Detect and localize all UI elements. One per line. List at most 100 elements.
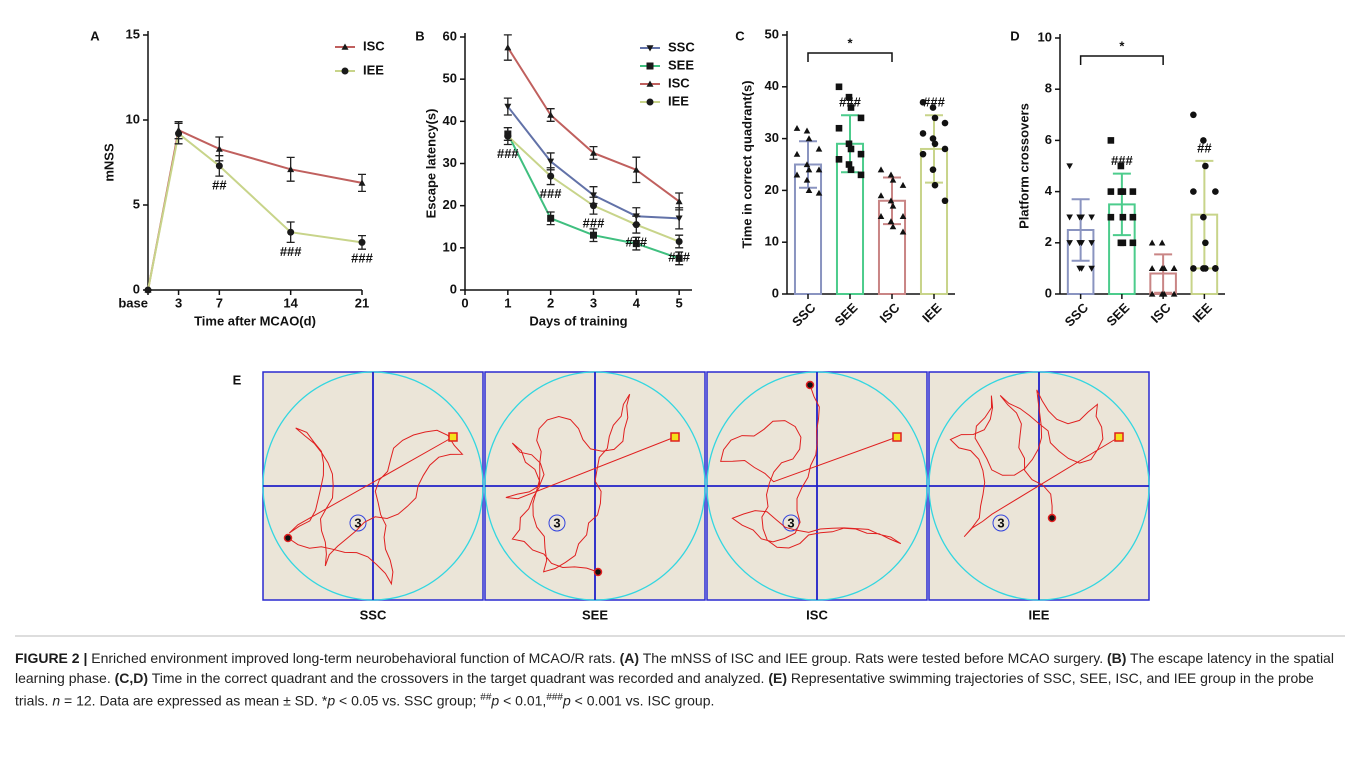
- x-tick-label: 4: [633, 295, 641, 310]
- marker: [287, 229, 294, 236]
- caption-text: n: [52, 693, 60, 709]
- y-tick-label: 10: [765, 234, 779, 249]
- marker: [1190, 265, 1197, 272]
- caption-text: The mNSS of ISC and IEE group. Rats were…: [639, 650, 1107, 666]
- significance: ###: [668, 249, 690, 264]
- caption-text: (E): [768, 670, 787, 686]
- marker: [547, 215, 554, 222]
- start-point: [1049, 515, 1056, 522]
- significance: ###: [839, 95, 861, 110]
- x-tick-label: 0: [461, 295, 468, 310]
- marker: [806, 166, 813, 172]
- marker: [590, 232, 597, 239]
- marker: [794, 125, 801, 131]
- start-point: [285, 535, 292, 542]
- legend-label: IEE: [363, 62, 384, 77]
- y-tick-label: 20: [765, 182, 779, 197]
- marker: [1212, 265, 1219, 272]
- significance: ###: [923, 95, 945, 110]
- caption-text: < 0.001 vs. ISC group.: [571, 693, 715, 709]
- marker: [816, 146, 823, 152]
- platform: [893, 433, 901, 441]
- y-tick-label: 0: [450, 281, 457, 296]
- y-axis-label: mNSS: [101, 143, 116, 182]
- marker: [1108, 214, 1115, 221]
- y-tick-label: 60: [443, 28, 457, 43]
- significance: *: [1119, 38, 1125, 53]
- marker: [504, 133, 511, 140]
- marker: [888, 172, 895, 178]
- y-axis-label: Platform crossovers: [1016, 103, 1031, 229]
- marker: [1190, 188, 1197, 195]
- legend-label: IEE: [668, 93, 689, 108]
- marker: [804, 177, 811, 183]
- marker: [1088, 215, 1095, 221]
- marker: [590, 202, 597, 209]
- y-tick-label: 10: [443, 239, 457, 254]
- x-axis-label: Time after MCAO(d): [194, 313, 316, 328]
- marker: [1202, 240, 1209, 247]
- caption-label: FIGURE 2 |: [15, 650, 87, 666]
- y-tick-label: 15: [126, 26, 140, 41]
- marker: [878, 192, 885, 198]
- marker: [900, 182, 907, 188]
- marker: [175, 130, 182, 137]
- caption-text: ###: [546, 692, 563, 703]
- marker: [836, 84, 843, 91]
- group-label: IEE: [1029, 607, 1050, 622]
- x-tick-label: ISC: [1148, 300, 1174, 326]
- x-tick-label: SSC: [789, 300, 819, 330]
- caption: FIGURE 2 | Enriched environment improved…: [15, 648, 1345, 711]
- marker: [836, 125, 843, 132]
- significance: ###: [583, 216, 605, 231]
- x-tick-label: IEE: [919, 300, 945, 326]
- significance-bracket: [1081, 56, 1164, 65]
- y-tick-label: 2: [1045, 234, 1052, 249]
- marker: [1108, 188, 1115, 195]
- marker: [920, 151, 927, 158]
- marker: [878, 166, 885, 172]
- x-tick-label: 3: [590, 295, 597, 310]
- x-tick-label: 21: [355, 295, 369, 310]
- y-tick-label: 30: [443, 155, 457, 170]
- caption-text: (A): [620, 650, 639, 666]
- panel-letter: E: [233, 372, 242, 387]
- x-tick-label: 7: [216, 295, 223, 310]
- significance: ###: [625, 235, 647, 250]
- marker: [1130, 214, 1137, 221]
- marker: [888, 218, 895, 224]
- marker: [794, 151, 801, 157]
- significance: ###: [280, 244, 302, 259]
- y-tick-label: 4: [1045, 183, 1053, 198]
- marker: [1149, 240, 1156, 246]
- caption-text: Time in the correct quadrant and the cro…: [148, 670, 768, 686]
- y-tick-label: 0: [133, 281, 140, 296]
- y-tick-label: 20: [443, 197, 457, 212]
- quadrant-label: 3: [553, 515, 560, 530]
- marker: [1120, 214, 1127, 221]
- marker: [932, 115, 939, 122]
- marker: [848, 166, 855, 173]
- marker: [1200, 214, 1207, 221]
- y-axis-label: Time in correct quadrant(s): [739, 80, 754, 248]
- panel-letter: D: [1010, 28, 1019, 43]
- marker: [858, 151, 865, 158]
- marker: [836, 156, 843, 163]
- y-tick-label: 40: [443, 113, 457, 128]
- marker: [858, 172, 865, 179]
- marker: [1066, 163, 1073, 169]
- significance: ###: [540, 186, 562, 201]
- x-tick-label: 3: [175, 295, 182, 310]
- legend-marker: [647, 63, 654, 70]
- marker: [942, 197, 949, 204]
- marker: [1159, 240, 1166, 246]
- y-tick-label: 10: [1038, 29, 1052, 44]
- marker: [1120, 240, 1127, 247]
- marker: [676, 238, 683, 245]
- marker: [633, 221, 640, 228]
- marker: [920, 130, 927, 137]
- marker: [942, 146, 949, 153]
- y-tick-label: 6: [1045, 132, 1052, 147]
- marker: [804, 128, 811, 134]
- series-line: [148, 130, 362, 290]
